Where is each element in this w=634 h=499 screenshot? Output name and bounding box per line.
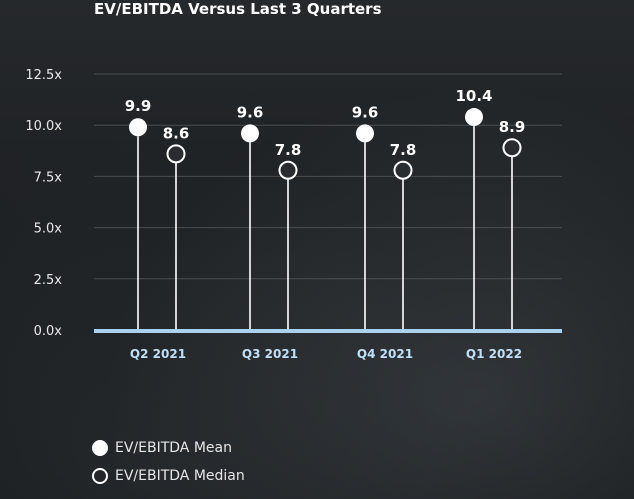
data-labels: 9.9 9.6 9.6 10.4 8.6 7.8 7.8 8.9: [125, 87, 526, 159]
mean-marker: [465, 108, 483, 127]
median-marker: [393, 160, 413, 180]
legend-item-mean[interactable]: EV/EBITDA Mean: [92, 437, 245, 459]
markers: [129, 108, 522, 180]
data-label: 8.6: [163, 124, 190, 142]
y-tick-label: 0.0x: [34, 324, 63, 339]
data-label: 9.9: [125, 97, 152, 115]
filled-circle-icon: [92, 440, 108, 456]
baseline-bar: [94, 329, 562, 333]
data-label: 7.8: [275, 141, 302, 159]
x-category-label: Q4 2021: [357, 347, 413, 361]
data-label: 9.6: [352, 103, 379, 121]
legend-label-mean: EV/EBITDA Mean: [115, 440, 232, 456]
x-axis-baseline: [94, 329, 562, 333]
x-category-label: Q3 2021: [242, 347, 298, 361]
data-label: 10.4: [455, 87, 492, 105]
chart-title: EV/EBITDA Versus Last 3 Quarters: [94, 0, 382, 18]
median-marker: [502, 138, 522, 158]
legend-label-median: EV/EBITDA Median: [115, 468, 245, 484]
y-tick-label: 7.5x: [34, 170, 63, 185]
x-axis-categories: Q2 2021 Q3 2021 Q4 2021 Q1 2022: [130, 347, 522, 361]
data-label: 8.9: [499, 118, 526, 136]
data-label: 7.8: [390, 141, 417, 159]
y-tick-label: 10.0x: [25, 119, 62, 134]
mean-marker: [129, 118, 147, 137]
y-tick-label: 2.5x: [34, 273, 63, 288]
median-marker: [278, 160, 298, 180]
mean-marker: [356, 124, 374, 143]
y-tick-label: 5.0x: [34, 222, 63, 237]
data-label: 9.6: [237, 103, 264, 121]
y-axis-ticks: 0.0x 2.5x 5.0x 7.5x 10.0x 12.5x: [25, 68, 62, 339]
x-category-label: Q1 2022: [466, 347, 522, 361]
legend: EV/EBITDA Mean EV/EBITDA Median: [92, 437, 245, 493]
legend-item-median[interactable]: EV/EBITDA Median: [92, 465, 245, 487]
x-category-label: Q2 2021: [130, 347, 186, 361]
hollow-circle-icon: [92, 468, 108, 484]
median-marker: [166, 144, 186, 164]
y-tick-label: 12.5x: [25, 68, 62, 83]
grid-lines: [94, 73, 562, 280]
mean-marker: [241, 124, 259, 143]
stems: [137, 126, 513, 330]
